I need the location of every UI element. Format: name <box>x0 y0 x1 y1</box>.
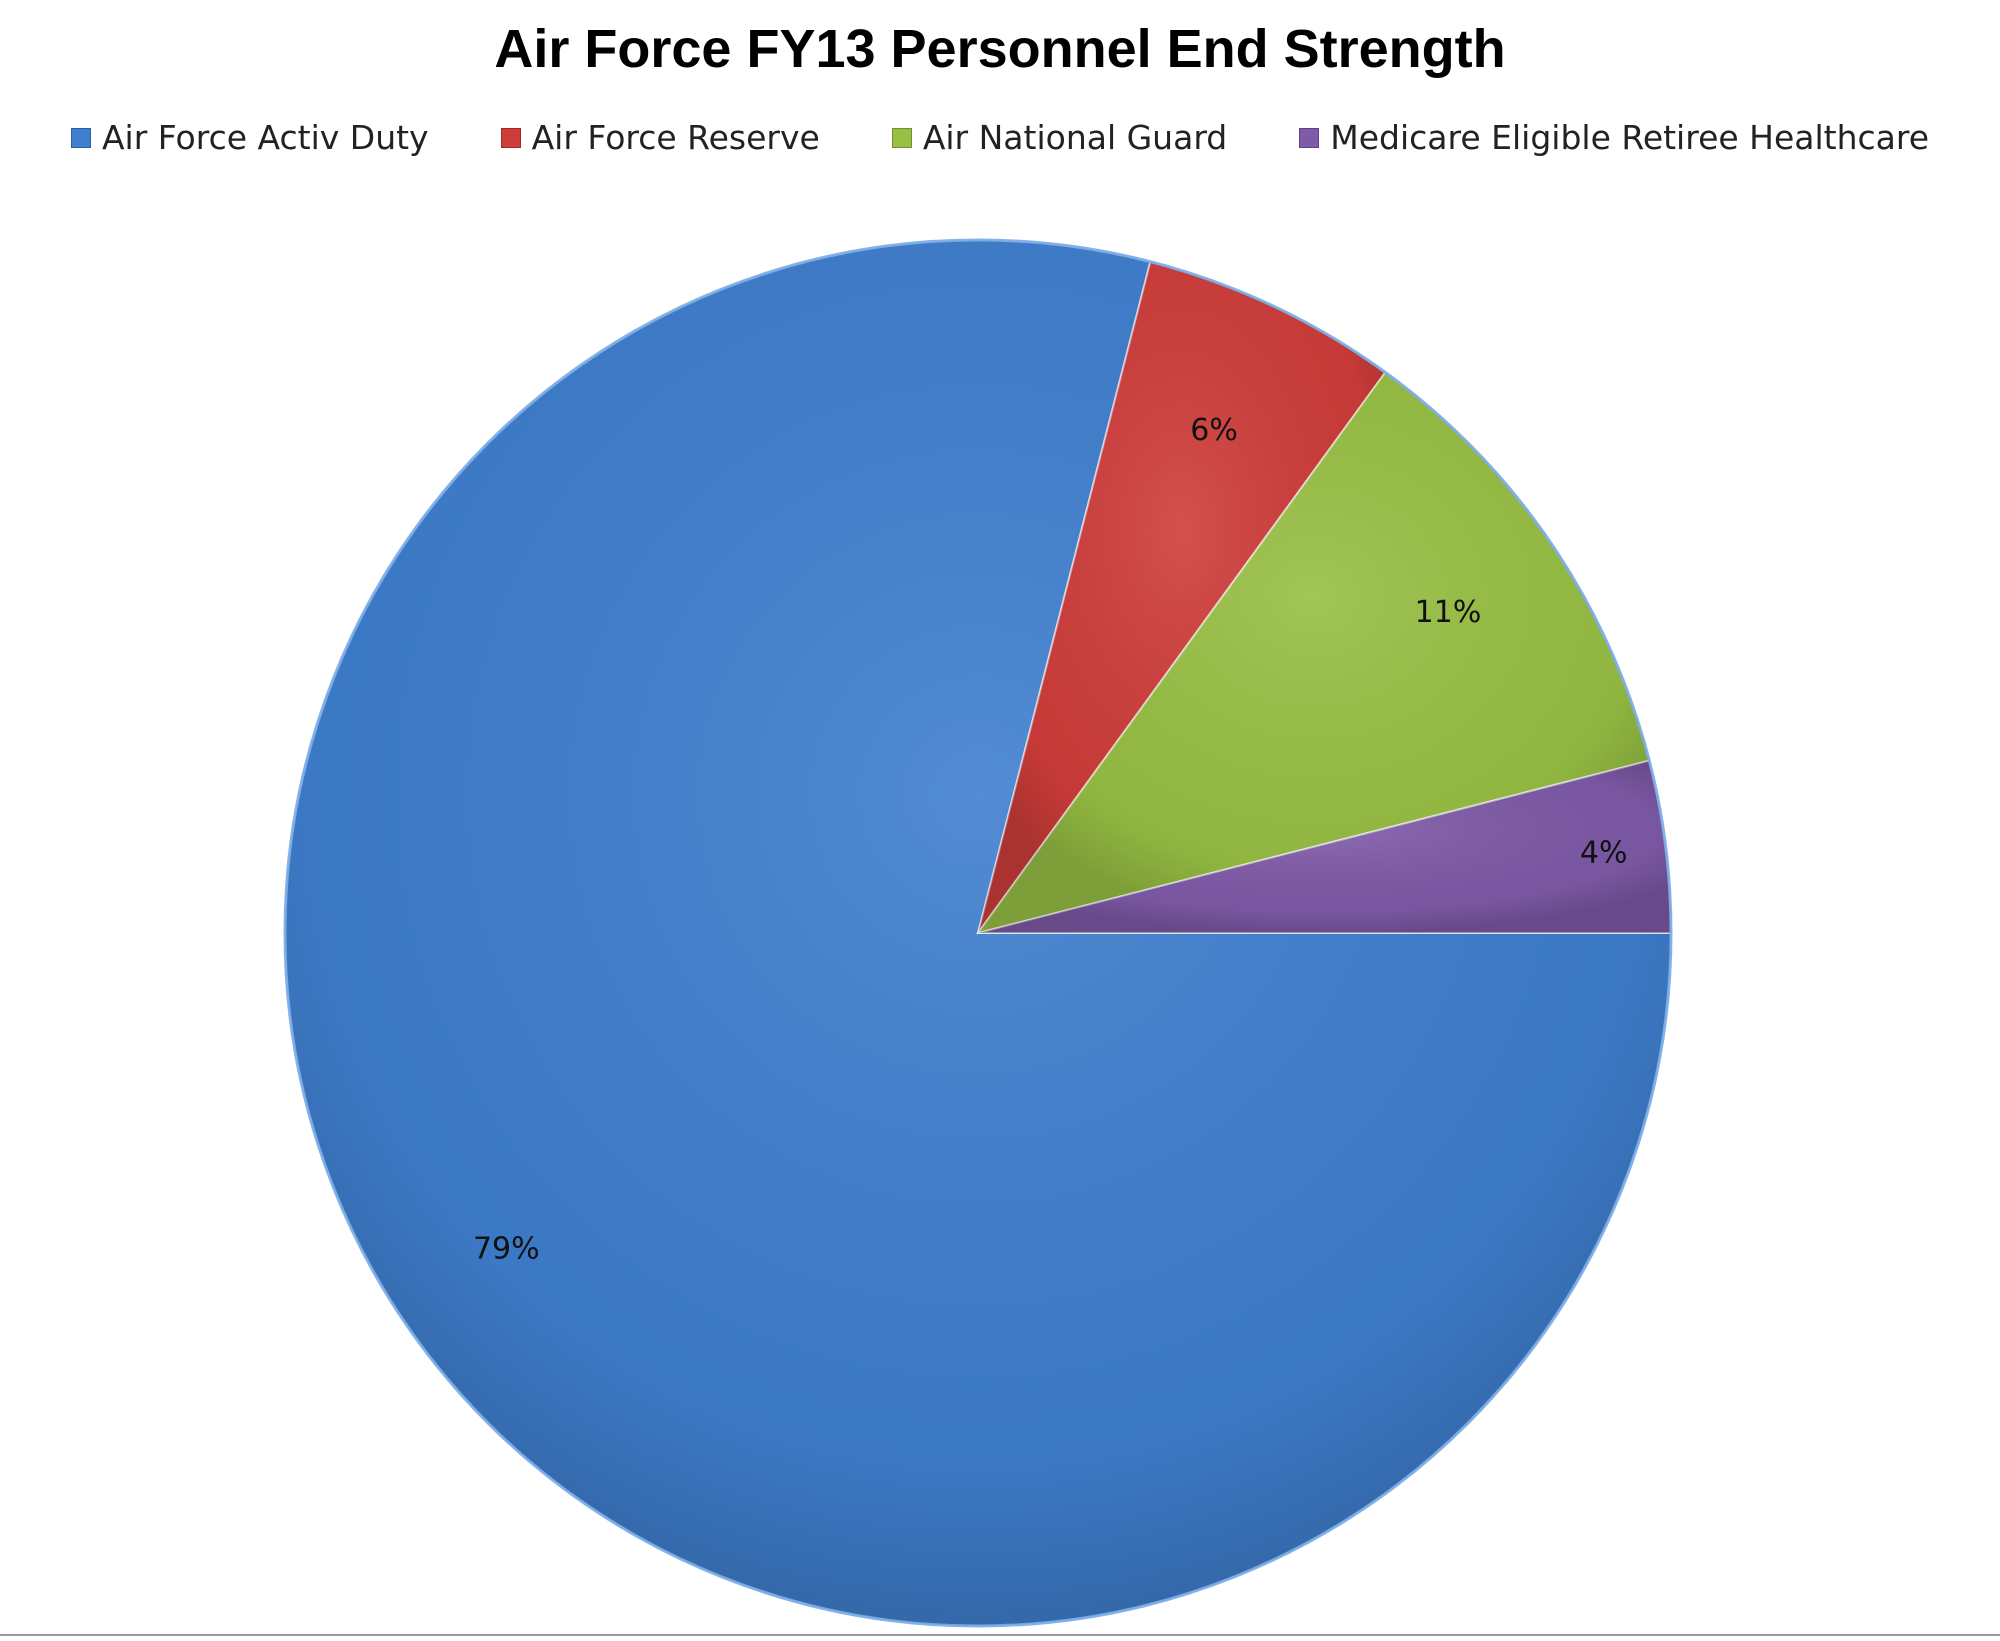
data-label-reserve: 6% <box>1190 413 1238 448</box>
legend-swatch-medicare <box>1299 127 1320 148</box>
bottom-rule <box>0 1634 2000 1636</box>
legend-item-medicare: Medicare Eligible Retiree Healthcare <box>1299 118 1929 157</box>
pie-slice-reserve-shading <box>978 261 1386 934</box>
legend-swatch-national-guard <box>891 127 912 148</box>
chart-title: Air Force FY13 Personnel End Strength <box>494 19 1506 79</box>
legend-item-reserve: Air Force Reserve <box>500 118 820 157</box>
pie-slice-medicare-shading <box>978 760 1671 933</box>
legend-item-national-guard: Air National Guard <box>891 118 1228 157</box>
legend-item-active-duty: Air Force Activ Duty <box>70 118 429 157</box>
legend-swatch-reserve <box>500 127 521 148</box>
data-label-active-duty: 79% <box>473 1231 540 1266</box>
legend-swatch-active-duty <box>70 127 91 148</box>
legend-label-national-guard: Air National Guard <box>922 118 1228 157</box>
legend-label-reserve: Air Force Reserve <box>531 118 820 157</box>
data-label-national-guard: 11% <box>1415 595 1482 630</box>
data-label-medicare: 4% <box>1580 835 1628 870</box>
legend-label-active-duty: Air Force Activ Duty <box>101 118 429 157</box>
legend: Air Force Activ Duty Air Force Reserve A… <box>0 118 2000 157</box>
pie-slice-national-guard-shading <box>978 372 1650 934</box>
pie-rim <box>283 238 1673 1628</box>
legend-label-medicare: Medicare Eligible Retiree Healthcare <box>1330 118 1930 157</box>
